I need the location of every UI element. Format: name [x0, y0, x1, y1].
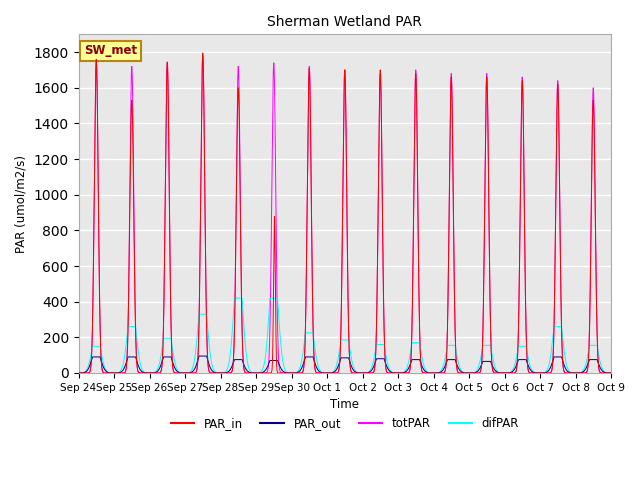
Text: SW_met: SW_met — [84, 45, 137, 58]
Title: Sherman Wetland PAR: Sherman Wetland PAR — [268, 15, 422, 29]
Legend: PAR_in, PAR_out, totPAR, difPAR: PAR_in, PAR_out, totPAR, difPAR — [166, 412, 524, 435]
Y-axis label: PAR (umol/m2/s): PAR (umol/m2/s) — [15, 155, 28, 252]
X-axis label: Time: Time — [330, 398, 359, 411]
